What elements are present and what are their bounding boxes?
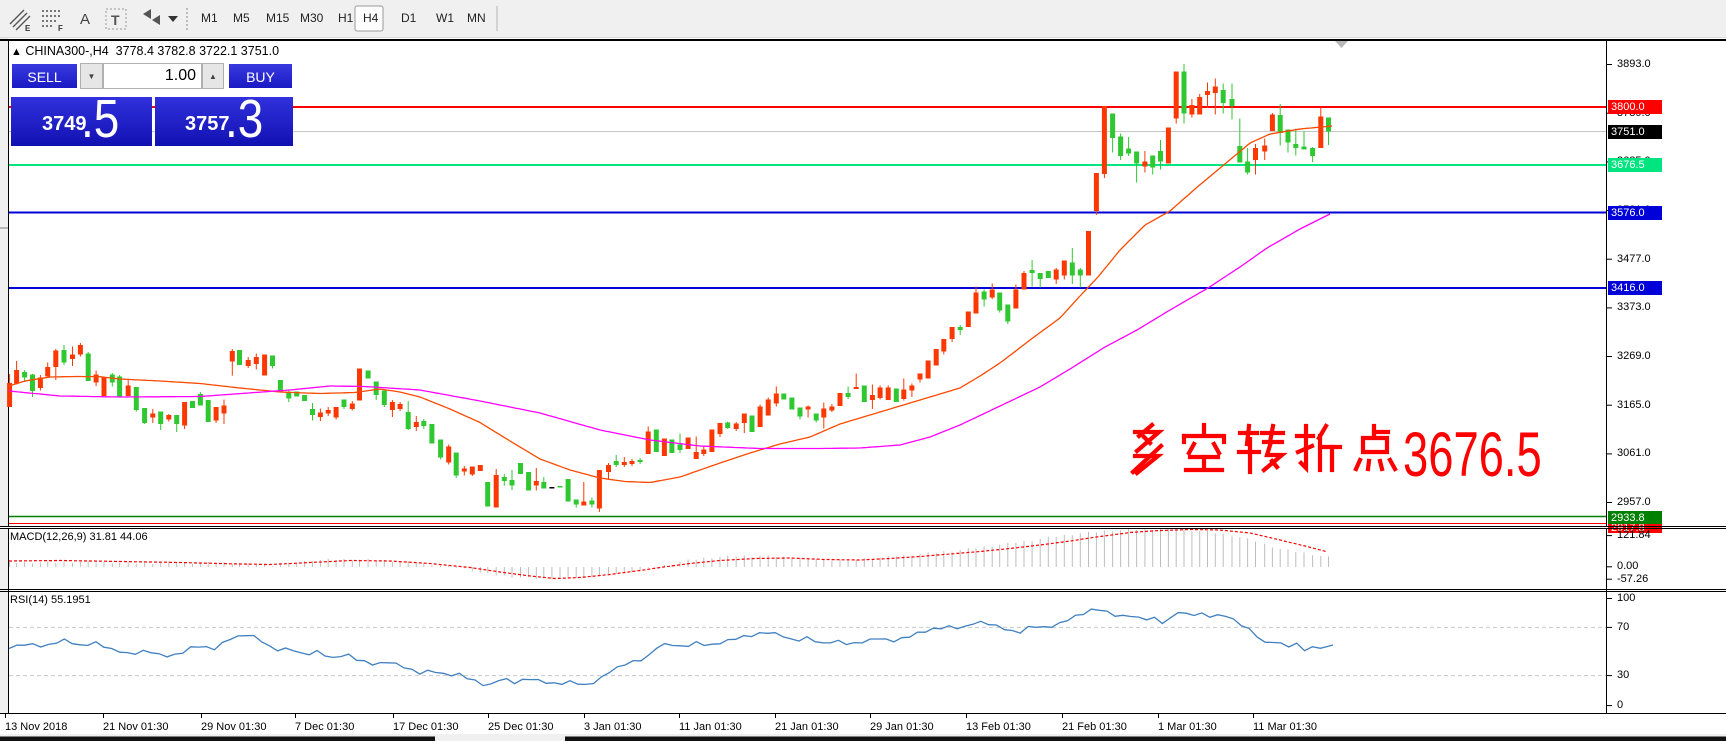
svg-text:F: F (58, 24, 63, 33)
svg-text:A: A (80, 11, 90, 28)
svg-text:E: E (25, 24, 31, 33)
svg-text:T: T (111, 12, 120, 28)
